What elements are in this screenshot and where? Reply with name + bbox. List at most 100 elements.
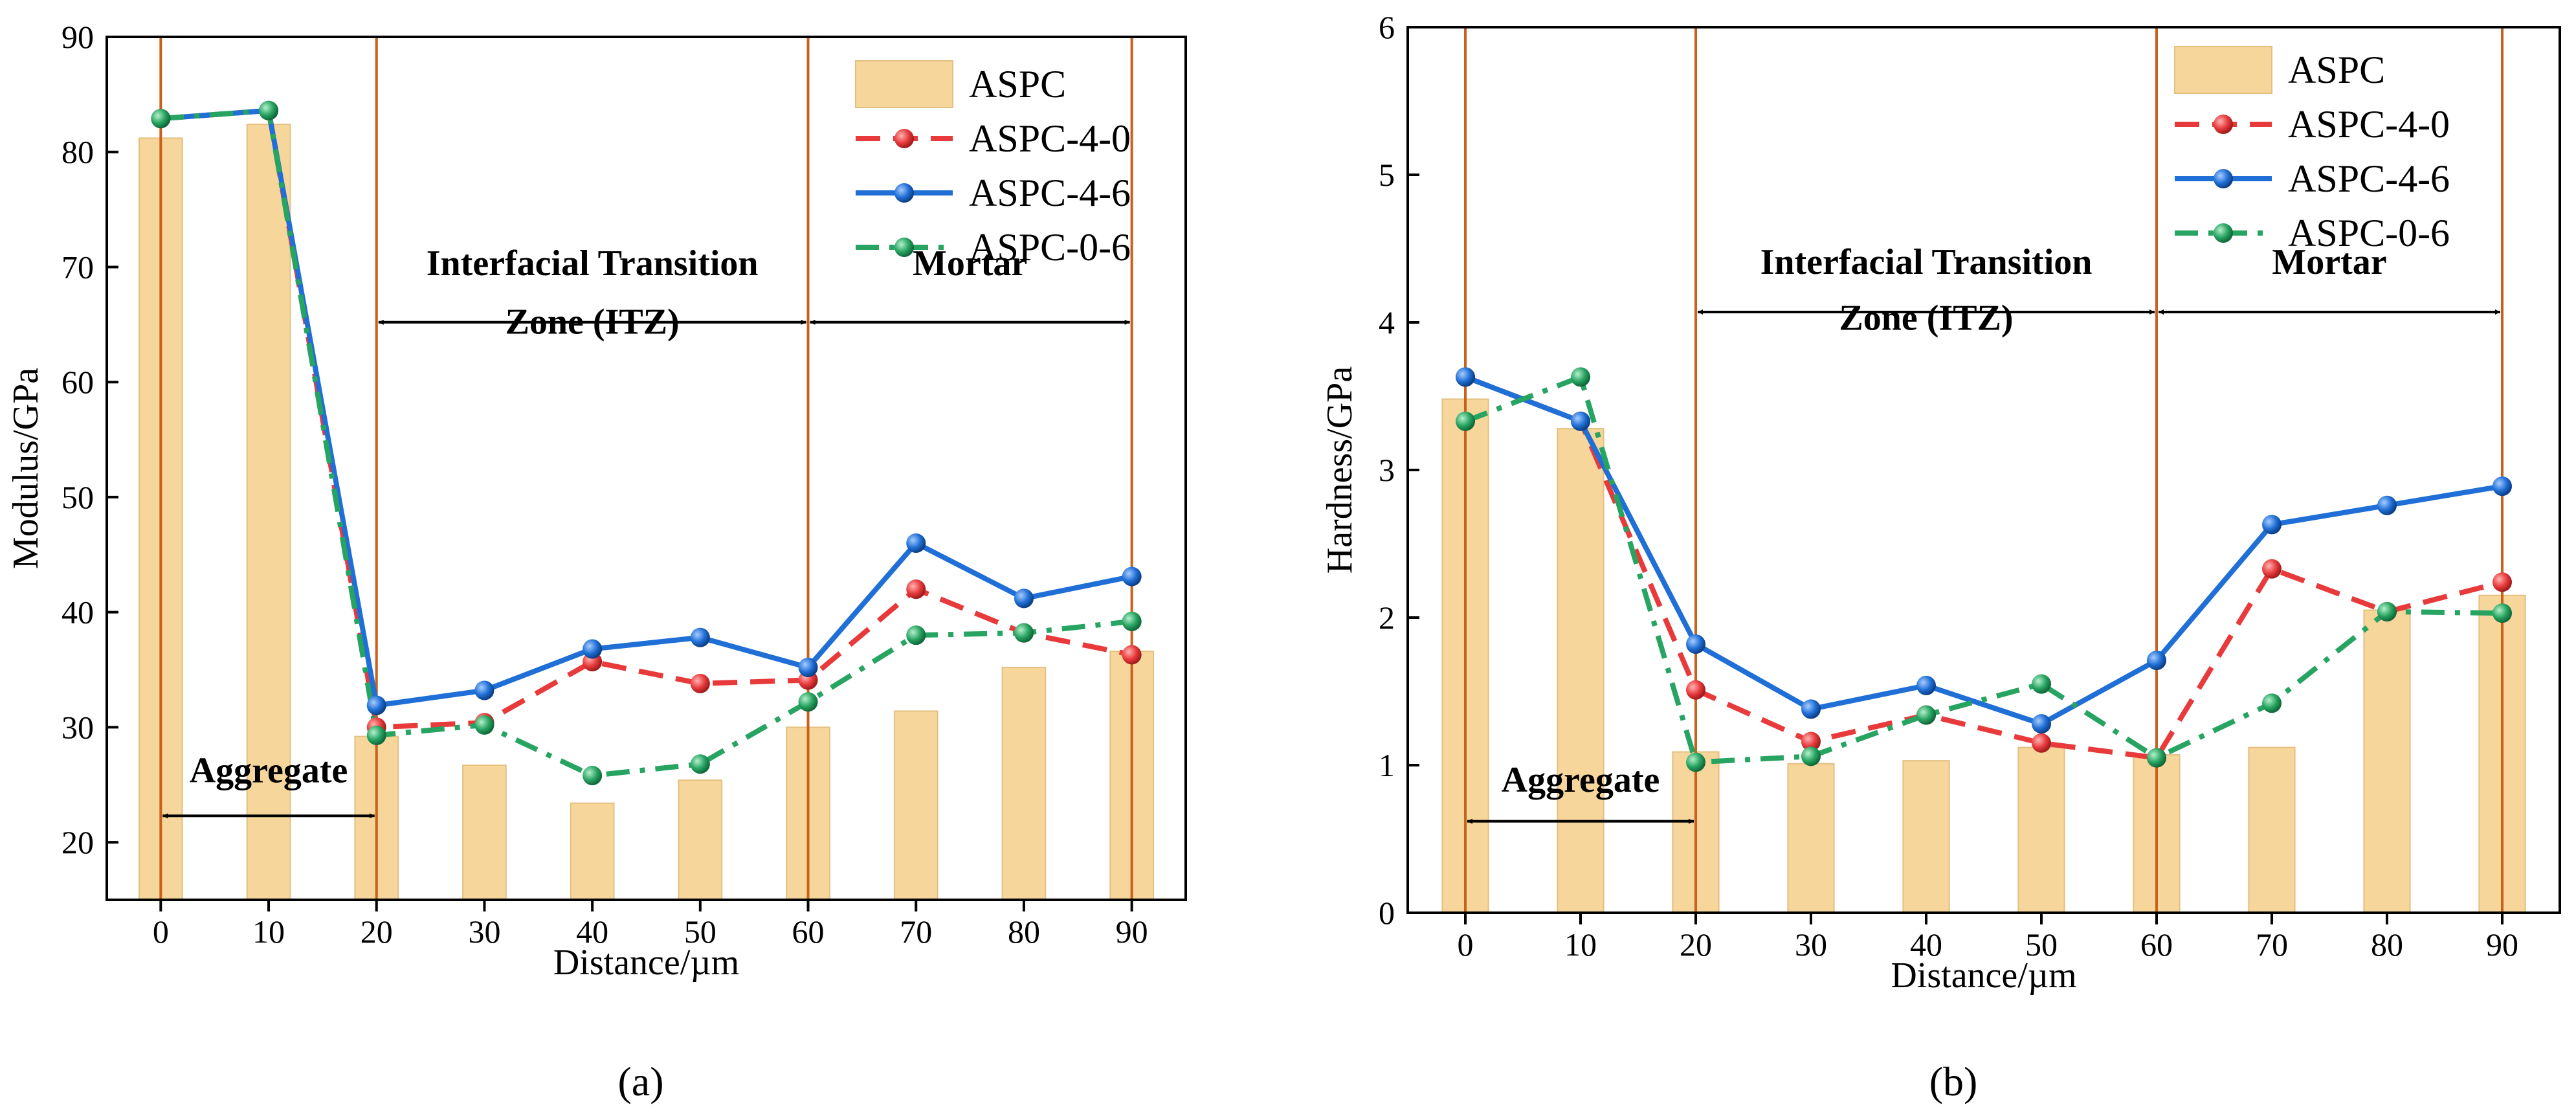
region-label-mortar: Mortar xyxy=(2272,242,2386,282)
data-point-aspc-0-6 xyxy=(474,715,494,735)
legend-label: ASPC-0-6 xyxy=(2288,212,2450,254)
data-point-aspc-0-6 xyxy=(2147,748,2166,768)
y-tick-label: 30 xyxy=(61,709,94,745)
data-point-aspc-4-6 xyxy=(2262,515,2282,535)
data-point-aspc-4-0 xyxy=(2032,733,2051,753)
legend: ASPC ASPC-4-0 ASPC-4-6 ASPC-0-6 xyxy=(2174,46,2450,254)
data-point-aspc-0-6 xyxy=(798,692,818,712)
data-point-aspc-0-6 xyxy=(2032,674,2051,694)
region-label-itz: Interfacial Transition xyxy=(427,243,759,284)
y-tick-label: 70 xyxy=(61,249,94,285)
legend-label: ASPC-4-6 xyxy=(2288,157,2450,200)
y-tick-label: 4 xyxy=(1379,304,1395,341)
data-point-aspc-4-6 xyxy=(1916,675,1936,695)
aspc-bar xyxy=(1902,760,1950,914)
legend-marker-aspc-4-6 xyxy=(894,183,914,203)
x-tick-label: 10 xyxy=(1564,926,1597,963)
data-point-aspc-4-6 xyxy=(1456,367,1475,387)
series-line-aspc-4-6 xyxy=(1464,374,2503,727)
y-axis-label: Hardness/GPa xyxy=(1320,366,1360,574)
aspc-bar xyxy=(2363,609,2411,913)
x-axis-label: Distance/µm xyxy=(553,943,739,983)
aspc-bar xyxy=(246,124,291,900)
x-tick-label: 20 xyxy=(1680,926,1712,963)
aspc-bar xyxy=(462,765,507,900)
data-point-aspc-4-6 xyxy=(1014,588,1034,609)
y-tick-label: 6 xyxy=(1379,9,1395,45)
x-tick-label: 0 xyxy=(153,913,169,950)
data-point-aspc-4-6 xyxy=(1122,566,1142,587)
y-tick-label: 50 xyxy=(61,479,94,515)
data-point-aspc-4-6 xyxy=(1801,699,1821,719)
region-label-itz: Zone (ITZ) xyxy=(1839,298,2013,338)
data-point-aspc-0-6 xyxy=(1916,705,1936,725)
y-tick-label: 5 xyxy=(1379,157,1395,193)
y-tick-label: 1 xyxy=(1379,747,1395,783)
data-point-aspc-4-6 xyxy=(2377,495,2397,515)
y-tick-label: 80 xyxy=(61,134,94,170)
legend-marker-aspc-0-6 xyxy=(2214,223,2233,243)
x-tick-label: 50 xyxy=(684,913,716,950)
x-tick-label: 70 xyxy=(2256,926,2288,963)
x-tick-label: 30 xyxy=(1795,926,1827,963)
data-point-aspc-4-6 xyxy=(906,533,926,553)
legend: ASPC ASPC-4-0 ASPC-4-6 ASPC-0-6 xyxy=(855,60,1131,269)
aspc-bar xyxy=(1001,666,1047,900)
legend-label: ASPC xyxy=(2288,49,2385,91)
aspc-bar xyxy=(570,802,615,900)
data-point-aspc-0-6 xyxy=(1686,752,1705,772)
legend-label: ASPC-4-0 xyxy=(969,117,1131,160)
data-point-aspc-4-6 xyxy=(583,639,603,659)
data-point-aspc-0-6 xyxy=(2493,603,2512,623)
data-point-aspc-0-6 xyxy=(1801,746,1821,766)
data-point-aspc-4-6 xyxy=(1571,411,1590,431)
data-point-aspc-4-6 xyxy=(366,695,386,715)
region-label-itz: Zone (ITZ) xyxy=(505,302,680,342)
legend-label: ASPC-4-6 xyxy=(969,172,1131,214)
x-tick-label: 20 xyxy=(361,913,393,950)
legend-label: ASPC xyxy=(969,63,1066,106)
data-point-aspc-4-0 xyxy=(690,673,710,693)
data-point-aspc-0-6 xyxy=(690,754,710,774)
data-point-aspc-0-6 xyxy=(259,100,279,120)
x-tick-label: 40 xyxy=(1910,926,1942,963)
series-line-aspc-0-6 xyxy=(161,107,1133,779)
chart-panel-a: Aggregate Interfacial Transition Zone (ITZ… xyxy=(6,19,1187,1104)
data-point-aspc-4-0 xyxy=(906,579,926,599)
y-tick-label: 0 xyxy=(1379,895,1395,931)
y-tick-label: 3 xyxy=(1379,452,1395,488)
panel-label: (a) xyxy=(617,1058,663,1104)
data-point-aspc-0-6 xyxy=(583,766,603,786)
data-point-aspc-0-6 xyxy=(1122,611,1142,631)
region-label-aggregate: Aggregate xyxy=(1502,760,1660,800)
x-tick-label: 30 xyxy=(468,913,500,950)
aspc-bar xyxy=(893,710,938,900)
data-point-aspc-4-6 xyxy=(690,627,710,647)
y-tick-label: 40 xyxy=(61,594,94,631)
y-axis-label: Modulus/GPa xyxy=(6,368,46,569)
data-point-aspc-0-6 xyxy=(906,625,926,645)
legend-marker-aspc-4-0 xyxy=(894,129,914,148)
aspc-bar xyxy=(2017,746,2065,914)
x-tick-label: 10 xyxy=(252,913,285,950)
data-point-aspc-4-0 xyxy=(2493,572,2512,592)
aspc-bar xyxy=(2248,746,2296,914)
data-point-aspc-0-6 xyxy=(1571,367,1590,387)
data-point-aspc-4-6 xyxy=(2147,651,2166,671)
data-point-aspc-4-6 xyxy=(798,657,818,677)
legend-swatch-aspc xyxy=(2174,46,2272,94)
x-tick-label: 60 xyxy=(792,913,825,950)
aspc-bar xyxy=(1787,763,1835,913)
region-label-aggregate: Aggregate xyxy=(190,751,348,791)
legend-label: ASPC-4-0 xyxy=(2288,103,2450,146)
legend-label: ASPC-0-6 xyxy=(969,226,1131,269)
data-point-aspc-0-6 xyxy=(151,109,171,129)
data-point-aspc-4-0 xyxy=(1686,680,1705,700)
legend-marker-aspc-4-6 xyxy=(2214,169,2233,188)
legend-marker-aspc-0-6 xyxy=(894,238,914,257)
x-tick-label: 60 xyxy=(2140,926,2173,963)
series-line-aspc-4-0 xyxy=(1464,374,2503,761)
region-label-mortar: Mortar xyxy=(913,243,1027,284)
x-tick-label: 40 xyxy=(576,913,608,950)
x-tick-label: 90 xyxy=(2486,926,2518,963)
